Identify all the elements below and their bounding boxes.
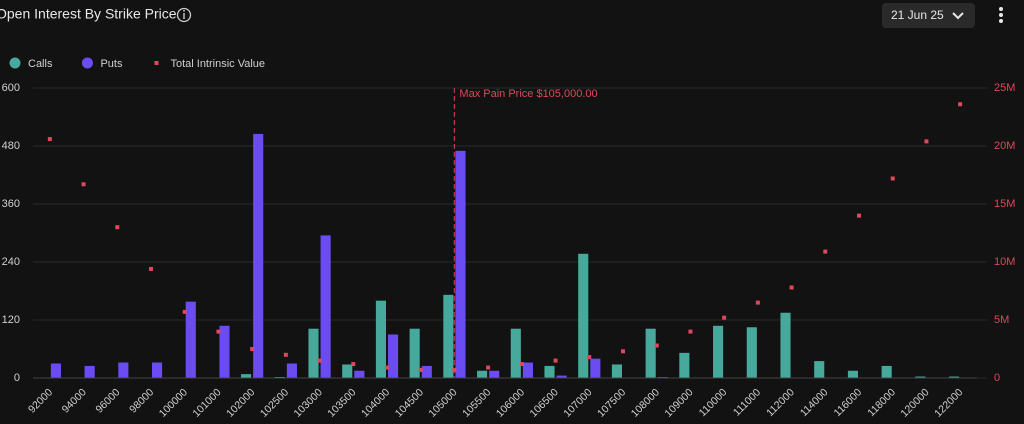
bar: [489, 370, 500, 378]
point: [553, 358, 558, 363]
legend-label: Calls: [28, 58, 53, 70]
bar: [320, 235, 331, 378]
bar: [443, 294, 454, 378]
point: [755, 300, 760, 305]
point: [486, 365, 491, 370]
point: [519, 362, 524, 367]
point: [385, 365, 389, 370]
bar: [847, 370, 858, 378]
bar: [578, 253, 589, 378]
point: [722, 315, 727, 320]
bar: [556, 375, 567, 378]
bar: [645, 328, 656, 378]
bar: [679, 352, 690, 378]
bar: [477, 370, 488, 378]
y-tick-label: 480: [2, 140, 20, 152]
more-menu[interactable]: [999, 7, 1003, 23]
y2-tick-label: 0: [994, 372, 1000, 384]
bar: [219, 325, 230, 378]
bar: [455, 150, 466, 378]
bar: [814, 361, 825, 378]
bar: [375, 300, 386, 378]
bar: [152, 362, 163, 378]
bar: [308, 328, 319, 378]
bar: [253, 133, 264, 378]
y-tick-label: 600: [2, 82, 20, 94]
y2-tick-label: 20M: [994, 140, 1015, 152]
legend-label: Total Intrinsic Value: [170, 58, 265, 70]
point: [317, 358, 322, 363]
bar: [421, 365, 432, 378]
y2-tick-label: 25M: [994, 82, 1015, 94]
point: [115, 225, 120, 230]
bar: [118, 362, 129, 378]
bar: [286, 363, 297, 378]
bar: [590, 358, 601, 378]
point: [182, 309, 187, 314]
point: [351, 362, 356, 367]
bar: [544, 365, 555, 378]
point: [452, 367, 457, 372]
bar: [354, 370, 365, 378]
point: [216, 329, 221, 334]
point: [890, 176, 895, 181]
bar: [409, 328, 420, 378]
point: [81, 182, 86, 187]
bar: [388, 334, 399, 378]
point: [250, 347, 255, 351]
legend-marker: [154, 61, 159, 65]
y-tick-label: 0: [14, 372, 20, 384]
point: [924, 139, 929, 144]
bar: [949, 376, 960, 378]
bar: [510, 328, 521, 378]
bar: [84, 365, 95, 378]
point: [958, 102, 963, 107]
legend-label: Puts: [100, 58, 123, 70]
legend-marker: [81, 57, 93, 69]
y2-tick-label: 5M: [994, 314, 1009, 326]
point: [823, 249, 828, 254]
bar: [713, 325, 724, 378]
bar: [881, 365, 892, 378]
legend-marker: [9, 57, 21, 69]
bar: [241, 374, 252, 378]
point: [654, 343, 659, 348]
y2-tick-label: 15M: [994, 198, 1015, 210]
point: [621, 349, 625, 354]
bar: [611, 364, 622, 378]
bar: [342, 364, 353, 378]
y-tick-label: 360: [2, 198, 20, 210]
title: Open Interest By Strike Price: [0, 6, 177, 22]
point: [149, 266, 153, 271]
bar: [780, 312, 791, 378]
bar: [746, 327, 757, 378]
bar: [915, 376, 926, 378]
point: [418, 367, 423, 372]
date-dropdown[interactable]: 21 Jun 25: [882, 3, 975, 28]
max-pain-label: Max Pain Price $105,000.00: [459, 88, 597, 100]
bar: [50, 363, 61, 378]
y2-tick-label: 10M: [994, 256, 1015, 268]
date-label: 21 Jun 25: [891, 8, 944, 22]
info-icon[interactable]: [176, 7, 192, 23]
point: [587, 355, 592, 360]
bar: [522, 362, 533, 378]
y-tick-label: 120: [2, 314, 20, 326]
bar: [185, 301, 196, 378]
point: [857, 213, 861, 218]
point: [688, 329, 693, 334]
point: [47, 137, 52, 142]
point: [789, 285, 794, 290]
y-tick-label: 240: [2, 256, 20, 268]
point: [283, 352, 288, 357]
